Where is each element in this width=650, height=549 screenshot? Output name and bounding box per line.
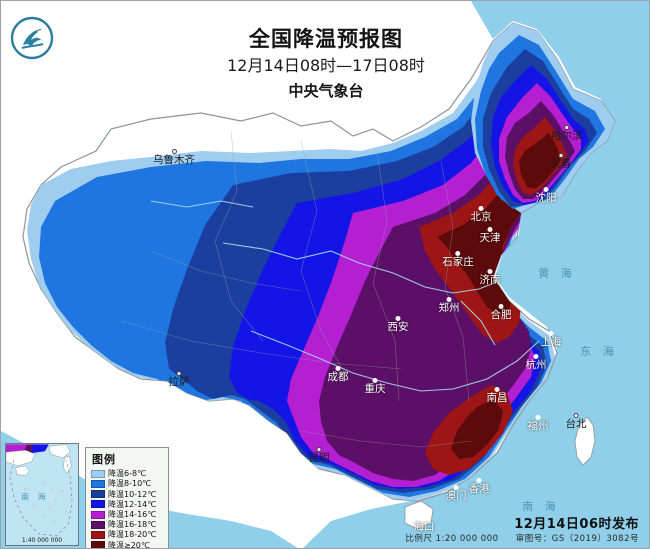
legend-item: 降温12-14℃	[91, 500, 164, 510]
legend-panel: 图例 降温6-8℃ 降温8-10℃ 降温10-12℃ 降温12-14℃ 降温14-16℃…	[85, 447, 169, 549]
legend-item: 降温8-10℃	[91, 479, 164, 489]
legend-swatch	[91, 541, 105, 548]
map-approval-number: 审图号：GS（2019）3082号	[515, 534, 639, 544]
legend-item-label: 降温18-20℃	[108, 530, 157, 540]
legend-title: 图例	[92, 453, 116, 466]
legend-item-label: 降温6-8℃	[108, 469, 147, 479]
legend-swatch	[91, 530, 105, 539]
south-china-sea-inset-map: 南 海 1:40 000 000	[5, 443, 79, 546]
release-time: 12月14日06时发布	[514, 517, 639, 532]
legend-swatch	[91, 469, 105, 478]
legend-item-label: 降温14-16℃	[108, 510, 157, 520]
cma-dragon-logo-icon	[9, 15, 55, 61]
legend-item-label: 降温12-14℃	[108, 499, 157, 509]
footer-meta: 比例尺 1:20 000 000 审图号：GS（2019）3082号	[391, 532, 639, 544]
legend-swatch	[91, 510, 105, 519]
legend-item: 降温18-20℃	[91, 530, 164, 540]
legend-item-label: 降温8-10℃	[108, 479, 152, 489]
legend-item-label: 降温10-12℃	[108, 489, 157, 499]
legend-swatch	[91, 520, 105, 529]
legend-item-label: 降温16-18℃	[108, 520, 157, 530]
legend-item: 降温≥20℃	[91, 540, 164, 549]
map-scale-label: 比例尺 1:20 000 000	[405, 534, 499, 544]
legend-item: 降温6-8℃	[91, 469, 164, 479]
legend-item: 降温16-18℃	[91, 520, 164, 530]
legend-swatch	[91, 479, 105, 488]
inset-sea-label: 南 海	[21, 492, 49, 502]
legend-swatch	[91, 490, 105, 499]
legend-item-label: 降温≥20℃	[108, 540, 150, 549]
legend-rows: 降温6-8℃ 降温8-10℃ 降温10-12℃ 降温12-14℃ 降温14-16℃ 降温1…	[91, 469, 164, 549]
legend-item: 降温10-12℃	[91, 489, 164, 499]
inset-scale-label: 1:40 000 000	[21, 537, 63, 544]
legend-item: 降温14-16℃	[91, 510, 164, 520]
legend-swatch	[91, 500, 105, 509]
